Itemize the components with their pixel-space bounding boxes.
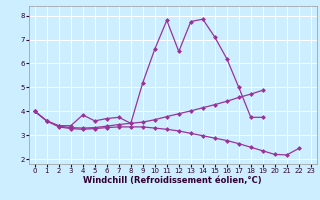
X-axis label: Windchill (Refroidissement éolien,°C): Windchill (Refroidissement éolien,°C) bbox=[84, 176, 262, 185]
